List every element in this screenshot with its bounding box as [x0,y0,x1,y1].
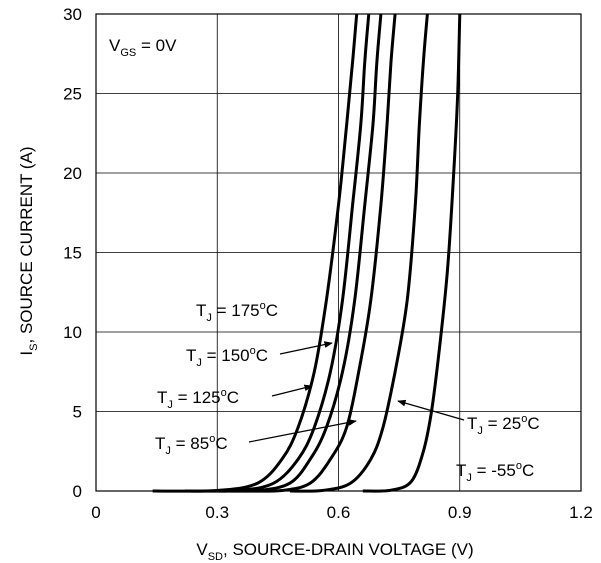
plot-frame [95,13,582,492]
y-axis-title: IS, SOURCE CURRENT (A) [17,146,40,355]
series-line-5 [362,13,462,493]
y-tick-label: 25 [63,85,82,104]
series-arrow-3 [248,419,357,443]
series-label-4: TJ = 25oC [467,413,540,437]
y-tick-label: 30 [63,5,82,24]
tick-labels: 0 0.3 0.6 0.9 1.2 0 5 10 15 20 25 30 [63,5,593,522]
series-label-1: TJ = 150oC [186,345,268,369]
y-tick-label: 15 [63,244,82,263]
x-tick-label: 1.2 [569,503,593,522]
series-line-1 [184,13,371,493]
x-tick-label: 0.6 [327,503,351,522]
series-line-0 [152,13,359,493]
series-arrow-4 [397,399,465,421]
y-tick-label: 10 [63,323,82,342]
x-tick-label: 0.3 [205,503,229,522]
condition-label: VGS = 0V [109,36,177,59]
x-tick-label: 0.9 [448,503,472,522]
series-arrow-1 [279,341,333,355]
series-line-2 [217,13,383,493]
series-line-4 [289,13,429,493]
series-label-2: TJ = 125oC [157,387,239,411]
y-tick-label: 0 [73,482,82,501]
x-tick-label: 0 [91,503,100,522]
series-line-3 [245,13,397,493]
series-label-5: TJ = -55oC [456,460,534,484]
series-label-0: TJ = 175oC [196,300,278,324]
series-arrow-2 [271,384,313,397]
y-tick-label: 5 [73,403,82,422]
y-tick-label: 20 [63,164,82,183]
curves [152,13,462,493]
series-label-3: TJ = 85oC [155,433,228,457]
annotations: TJ = 175oC TJ = 150oC TJ = 125oC TJ = 85oC T… [155,300,540,484]
x-axis-title: VSD, SOURCE-DRAIN VOLTAGE (V) [196,540,473,563]
